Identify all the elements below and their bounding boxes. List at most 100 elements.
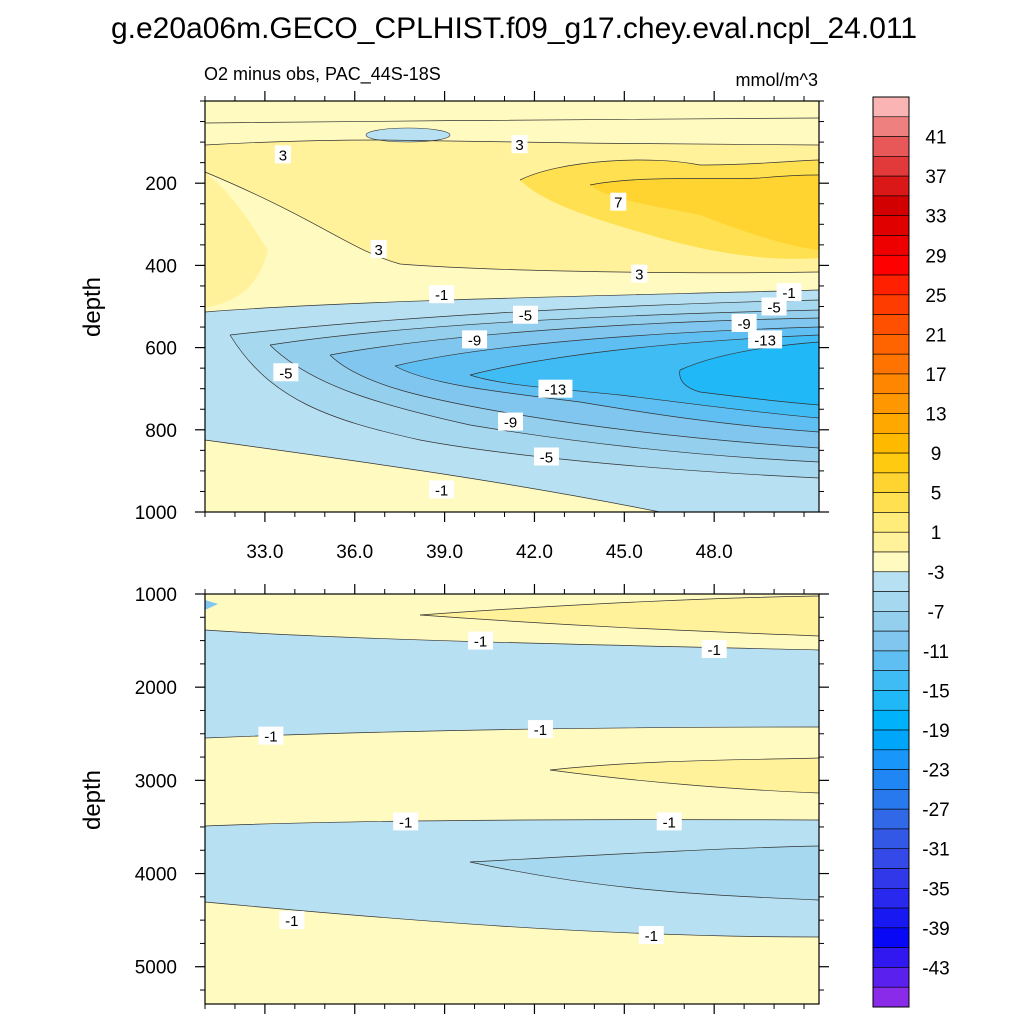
colorbar-tick-label: -43 bbox=[922, 958, 949, 979]
colorbar-box bbox=[872, 175, 910, 197]
contour-label: -1 bbox=[393, 812, 419, 831]
colorbar-box bbox=[872, 235, 910, 256]
top-x-ticks: 33.0 36.0 39.0 42.0 45.0 48.0 bbox=[204, 91, 805, 563]
svg-text:-9: -9 bbox=[504, 415, 517, 432]
svg-text:-13: -13 bbox=[545, 382, 567, 399]
colorbar-box bbox=[872, 650, 910, 671]
colorbar-box bbox=[872, 670, 910, 691]
colorbar-tick-label: 29 bbox=[925, 246, 946, 267]
colorbar-box bbox=[872, 274, 910, 296]
colorbar-box bbox=[872, 630, 910, 652]
colorbar-box bbox=[872, 96, 910, 118]
colorbar-box bbox=[872, 828, 910, 850]
svg-text:3: 3 bbox=[375, 242, 383, 259]
contour-label: -1 bbox=[638, 926, 664, 945]
contour-label: -1 bbox=[656, 812, 682, 831]
colorbar-box bbox=[872, 433, 910, 454]
colorbar-box bbox=[872, 907, 910, 929]
top-x-tick-label: 36.0 bbox=[336, 542, 373, 563]
svg-text:-5: -5 bbox=[279, 365, 292, 382]
colorbar-box bbox=[872, 729, 910, 751]
svg-text:-1: -1 bbox=[399, 814, 412, 831]
colorbar-tick-label: -19 bbox=[922, 721, 949, 742]
contour-label: -1 bbox=[429, 285, 455, 304]
contour-label: -13 bbox=[748, 330, 783, 349]
top-contour-field bbox=[204, 101, 820, 513]
colorbar-tick-label: 25 bbox=[925, 286, 946, 307]
colorbar-tick-label: 1 bbox=[931, 523, 942, 544]
top-y-tick-label: 200 bbox=[145, 174, 177, 195]
contour-label: -5 bbox=[761, 297, 787, 317]
colorbar-box bbox=[872, 808, 910, 830]
svg-text:-1: -1 bbox=[264, 729, 277, 746]
colorbar-box bbox=[872, 334, 910, 355]
colorbar-box bbox=[872, 888, 910, 909]
colorbar-tick-label: -15 bbox=[922, 681, 949, 702]
colorbar-tick-label: 37 bbox=[925, 167, 946, 188]
contour-label: -5 bbox=[273, 363, 299, 382]
top-panel-units: mmol/m^3 bbox=[736, 70, 818, 90]
svg-text:3: 3 bbox=[515, 137, 523, 154]
colorbar-box bbox=[872, 531, 910, 553]
top-y-tick-label: 1000 bbox=[135, 503, 177, 524]
colorbar-box bbox=[872, 492, 910, 513]
bottom-panel-frame bbox=[204, 593, 820, 1005]
svg-text:-1: -1 bbox=[534, 722, 547, 739]
bottom-panel: 1000 2000 3000 4000 5000 -1 -1 -1 -1 -1 -1 -1 -1 de… bbox=[79, 584, 829, 1014]
contour-label: -5 bbox=[512, 305, 538, 325]
contour-label: -1 bbox=[468, 631, 494, 651]
top-x-tick-label: 39.0 bbox=[426, 542, 463, 563]
colorbar-tick-label: -31 bbox=[922, 840, 949, 861]
contour-label: -1 bbox=[429, 480, 455, 499]
bottom-y-tick-label: 2000 bbox=[135, 678, 177, 699]
contour-label: -1 bbox=[258, 726, 284, 746]
svg-text:-5: -5 bbox=[540, 450, 553, 467]
top-panel-title: O2 minus obs, PAC_44S-18S bbox=[204, 64, 441, 85]
contour-label: -13 bbox=[538, 379, 573, 399]
colorbar-box bbox=[872, 789, 910, 810]
contour-label: -1 bbox=[701, 639, 727, 659]
colorbar-tick-label: 33 bbox=[925, 207, 946, 228]
top-y-axis-label: depth bbox=[79, 277, 106, 337]
colorbar-box bbox=[872, 373, 910, 395]
top-x-tick-label: 45.0 bbox=[606, 542, 643, 563]
colorbar-box bbox=[872, 769, 910, 790]
svg-text:-1: -1 bbox=[474, 634, 487, 651]
svg-text:-5: -5 bbox=[767, 300, 780, 317]
colorbar-tick-label: -3 bbox=[928, 563, 945, 584]
contour-label: 3 bbox=[511, 135, 528, 154]
contour-label: -9 bbox=[498, 412, 524, 432]
svg-text:-9: -9 bbox=[737, 316, 750, 333]
top-y-ticks: 200 400 600 800 1000 bbox=[135, 100, 829, 524]
svg-text:-1: -1 bbox=[663, 814, 676, 831]
bottom-contour-field bbox=[204, 594, 820, 1004]
colorbar-box bbox=[872, 947, 910, 968]
figure-title: g.e20a06m.GECO_CPLHIST.f09_g17.chey.eval… bbox=[111, 12, 917, 45]
colorbar-box bbox=[872, 690, 910, 711]
colorbar-tick-label: 21 bbox=[925, 325, 946, 346]
contour-label: -5 bbox=[533, 447, 559, 467]
top-panel: O2 minus obs, PAC_44S-18S mmol/m^3 bbox=[79, 64, 829, 563]
bottom-y-tick-label: 5000 bbox=[135, 958, 177, 979]
svg-text:-13: -13 bbox=[754, 332, 776, 349]
svg-text:3: 3 bbox=[279, 147, 287, 164]
bottom-x-ticks bbox=[204, 584, 805, 1014]
colorbar-box bbox=[872, 749, 910, 770]
colorbar-box bbox=[872, 413, 910, 434]
colorbar: 41 37 33 29 25 21 17 13 9 5 1 -3 -7 -11 -15 -19 -23 -27 -3… bbox=[872, 96, 950, 1008]
svg-text:-9: -9 bbox=[468, 332, 481, 349]
colorbar-box bbox=[872, 986, 910, 1008]
colorbar-box bbox=[872, 868, 910, 889]
colorbar-box bbox=[872, 353, 910, 375]
colorbar-frame bbox=[872, 96, 910, 1008]
contour-label: -1 bbox=[527, 720, 553, 739]
svg-text:-1: -1 bbox=[285, 913, 298, 930]
colorbar-box bbox=[872, 551, 910, 573]
colorbar-box bbox=[872, 709, 910, 731]
colorbar-tick-label: -7 bbox=[928, 602, 945, 623]
colorbar-box bbox=[872, 254, 910, 276]
contour-label: -1 bbox=[279, 911, 305, 930]
svg-text:-1: -1 bbox=[645, 928, 658, 945]
bottom-contour-labels: -1 -1 -1 -1 -1 -1 -1 -1 bbox=[258, 631, 727, 945]
